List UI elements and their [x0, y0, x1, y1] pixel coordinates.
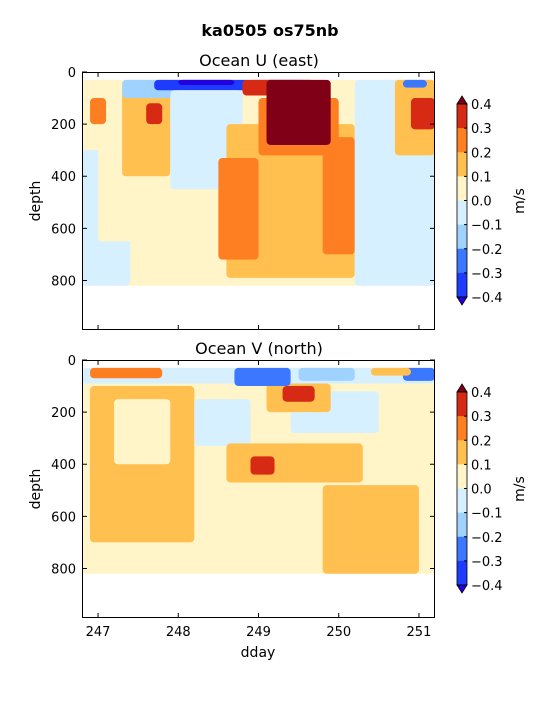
colorbar-tick-label: 0.0: [471, 195, 492, 210]
y-tick-label: 800: [51, 274, 76, 289]
colorbar-band: [457, 224, 467, 250]
colorbar-band: [457, 464, 467, 489]
colorbar-tick-label: 0.1: [471, 170, 492, 185]
y-tick-label: 600: [51, 510, 76, 525]
colorbar-band: [457, 488, 467, 514]
panel-u-colorbar-label: m/s: [512, 188, 528, 214]
colorbar-tick-label: −0.3: [471, 555, 503, 570]
colorbar-tick-label: −0.2: [471, 243, 503, 258]
colorbar-tick-label: 0.1: [471, 458, 492, 473]
colorbar-tick-label: 0.2: [471, 434, 492, 449]
y-tick-label: 600: [51, 222, 76, 237]
colorbar-tick-label: −0.4: [471, 291, 503, 306]
colorbar-band: [457, 248, 467, 274]
colorbar-extend-top: [456, 95, 468, 105]
colorbar-band: [457, 512, 467, 538]
figure-suptitle: ka0505 os75nb: [201, 21, 338, 40]
y-tick-label: 400: [51, 170, 76, 185]
colorbar-band: [457, 176, 467, 201]
heatmap-cells: [82, 79, 435, 286]
x-tick-label: 251: [407, 625, 432, 640]
colorbar-band: [457, 440, 467, 465]
colorbar-tick-label: −0.2: [471, 531, 503, 546]
x-tick-label: 249: [246, 625, 271, 640]
heatmap-region: [114, 399, 171, 465]
y-tick-label: 200: [51, 406, 76, 421]
y-tick-label: 0: [68, 354, 76, 369]
colorbar-extend-bottom: [456, 584, 468, 594]
x-tick-label: 248: [166, 625, 191, 640]
colorbar-tick-label: −0.3: [471, 267, 503, 282]
heatmap-region: [250, 456, 275, 475]
y-tick-label: 800: [51, 562, 76, 577]
heatmap-region: [402, 367, 435, 381]
y-tick-label: 400: [51, 458, 76, 473]
colorbar-band: [457, 272, 467, 298]
panel-v-colorbar-label: m/s: [512, 476, 528, 502]
panel-v-colorbar: 0.4 0.3 0.2 0.1 0.0 −0.1 −0.2 −0.3 −0.4: [456, 383, 503, 594]
colorbar-tick-label: −0.4: [471, 579, 503, 594]
y-tick-label: 200: [51, 118, 76, 133]
heatmap-region: [194, 399, 251, 446]
colorbar-tick-label: 0.4: [471, 386, 492, 401]
colorbar-tick-label: 0.4: [471, 98, 492, 113]
heatmap-region: [410, 98, 435, 130]
x-tick-label: 247: [86, 625, 111, 640]
panel-v-y-axis: 0 200 400 600 800: [51, 354, 435, 577]
heatmap-region: [322, 137, 355, 255]
x-tick-label: 250: [326, 625, 351, 640]
heatmap-region: [234, 367, 291, 387]
colorbar-band: [457, 536, 467, 562]
heatmap-region: [90, 367, 163, 379]
heatmap-region: [226, 443, 363, 483]
colorbar-band: [457, 128, 467, 153]
colorbar-tick-label: 0.3: [471, 410, 492, 425]
colorbar-band: [457, 560, 467, 586]
colorbar-band: [457, 392, 467, 417]
panel-v-ylabel: depth: [28, 469, 44, 510]
colorbar-extend-bottom: [456, 296, 468, 306]
heatmap-region: [322, 485, 419, 574]
panel-u-title: Ocean U (east): [199, 51, 319, 70]
colorbar-tick-label: −0.1: [471, 507, 503, 522]
heatmap-region: [218, 158, 259, 260]
heatmap-region: [282, 386, 315, 402]
heatmap-region: [370, 367, 411, 376]
heatmap-region: [90, 98, 107, 125]
panel-v-xlabel: dday: [241, 645, 276, 661]
panel-u-colorbar: 0.4 0.3 0.2 0.1 0.0 −0.1 −0.2 −0.3 −0.4: [456, 95, 503, 306]
colorbar-extend-top: [456, 383, 468, 393]
panel-u-y-axis: 0 200 400 600 800: [51, 66, 435, 289]
colorbar-tick-label: 0.0: [471, 483, 492, 498]
panel-u-x-axis: [97, 72, 420, 330]
panel-u-plot-area: [82, 72, 435, 330]
panel-v-title: Ocean V (north): [195, 339, 323, 358]
heatmap-region: [266, 79, 331, 145]
colorbar-band: [457, 416, 467, 441]
colorbar-tick-label: 0.2: [471, 146, 492, 161]
heatmap-region: [122, 85, 171, 177]
panel-u-ylabel: depth: [28, 181, 44, 222]
heatmap-region: [402, 79, 427, 88]
colorbar-tick-label: 0.3: [471, 122, 492, 137]
colorbar-tick-label: −0.1: [471, 219, 503, 234]
y-tick-label: 0: [68, 66, 76, 81]
heatmap-region: [178, 79, 235, 86]
colorbar-band: [457, 152, 467, 177]
panel-v-plot-area: [82, 360, 435, 618]
colorbar-band: [457, 200, 467, 226]
colorbar-band: [457, 104, 467, 129]
heatmap-region: [298, 367, 355, 381]
heatmap-region: [146, 103, 163, 125]
panel-v-x-axis: 247 248 249 250 251: [86, 360, 432, 640]
heatmap-cells: [82, 367, 435, 574]
